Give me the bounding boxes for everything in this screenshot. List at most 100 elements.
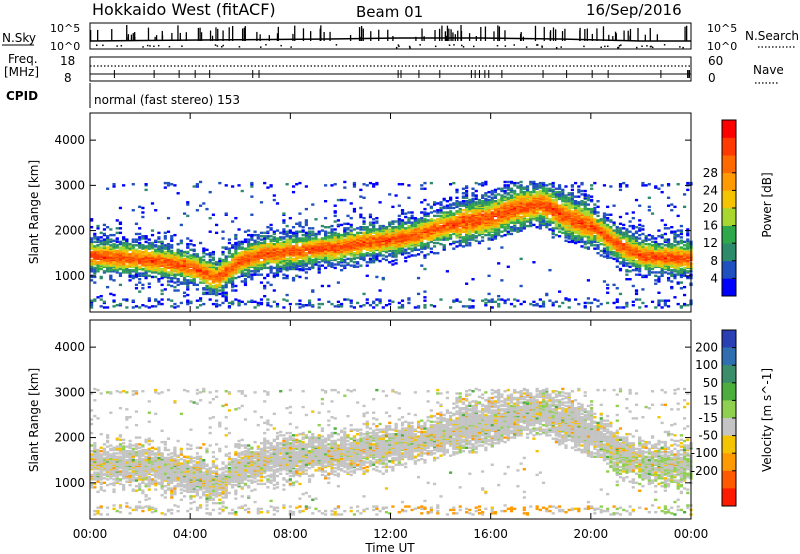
range-cell bbox=[186, 242, 190, 246]
range-cell bbox=[509, 232, 514, 236]
range-cell bbox=[497, 294, 501, 298]
range-cell bbox=[298, 306, 302, 309]
range-cell bbox=[545, 187, 549, 190]
range-cell bbox=[509, 180, 514, 184]
range-cell bbox=[359, 235, 363, 238]
range-cell bbox=[118, 221, 123, 224]
nsearch-dot bbox=[120, 45, 123, 47]
range-cell bbox=[522, 220, 526, 223]
range-cell bbox=[266, 259, 270, 263]
range-cell bbox=[574, 241, 578, 245]
range-cell bbox=[311, 263, 315, 266]
range-cell bbox=[426, 241, 430, 245]
range-cell bbox=[400, 221, 405, 224]
nsearch-dot bbox=[222, 44, 224, 47]
range-cell bbox=[314, 242, 318, 246]
range-cell bbox=[586, 210, 591, 213]
range-cell bbox=[307, 262, 312, 265]
range-cell bbox=[247, 268, 251, 272]
range-cell bbox=[490, 229, 494, 232]
range-cell bbox=[429, 211, 433, 214]
range-cell bbox=[586, 297, 591, 300]
range-cell bbox=[295, 222, 299, 226]
range-cell bbox=[368, 221, 373, 224]
range-cell bbox=[343, 227, 347, 230]
range-cell bbox=[356, 250, 360, 254]
range-cell bbox=[541, 305, 546, 308]
range-cell bbox=[586, 207, 591, 211]
range-cell bbox=[256, 304, 260, 307]
range-cell bbox=[497, 205, 501, 209]
range-cell bbox=[263, 257, 267, 261]
range-cell bbox=[195, 299, 199, 302]
range-cell bbox=[365, 261, 369, 264]
range-cell bbox=[90, 225, 94, 229]
range-cell bbox=[362, 222, 366, 226]
range-cell bbox=[529, 302, 533, 306]
range-cell bbox=[493, 202, 498, 205]
range-cell bbox=[134, 244, 139, 247]
range-cell bbox=[468, 241, 472, 245]
range-cell bbox=[465, 199, 469, 203]
range-cell bbox=[352, 210, 357, 213]
nsearch-dot bbox=[604, 45, 606, 48]
range-cell bbox=[445, 211, 449, 214]
range-cell bbox=[311, 237, 315, 240]
range-cell bbox=[243, 302, 248, 306]
range-cell bbox=[500, 279, 504, 282]
range-cell bbox=[166, 271, 171, 274]
range-cell bbox=[500, 235, 504, 238]
range-cell bbox=[458, 242, 462, 246]
range-cell bbox=[269, 241, 273, 245]
range-cell bbox=[471, 222, 475, 226]
range-cell bbox=[506, 265, 510, 268]
range-cell bbox=[580, 240, 584, 244]
range-cell bbox=[186, 288, 190, 291]
range-cell bbox=[215, 270, 219, 273]
range-cell bbox=[490, 192, 494, 195]
range-cell bbox=[538, 212, 542, 215]
range-cell bbox=[352, 207, 357, 211]
range-cell bbox=[240, 273, 244, 276]
range-cell bbox=[590, 187, 594, 190]
range-cell bbox=[96, 227, 100, 230]
range-cell bbox=[109, 244, 113, 247]
range-cell bbox=[163, 237, 167, 240]
range-cell bbox=[497, 298, 501, 301]
range-cell bbox=[570, 237, 574, 240]
nsearch-dot bbox=[434, 45, 437, 48]
range-cell bbox=[448, 236, 453, 239]
range-cell bbox=[202, 202, 206, 205]
range-cell bbox=[122, 298, 126, 301]
range-cell bbox=[224, 184, 228, 187]
range-cell bbox=[138, 241, 142, 245]
range-cell bbox=[391, 300, 395, 304]
range-cell bbox=[574, 298, 578, 301]
range-cell bbox=[311, 304, 315, 307]
range-cell bbox=[157, 245, 161, 248]
range-cell bbox=[349, 257, 353, 261]
range-cell bbox=[538, 184, 542, 187]
range-cell bbox=[535, 183, 539, 186]
range-cell bbox=[182, 212, 187, 215]
range-cell bbox=[506, 188, 510, 192]
range-cell bbox=[205, 284, 209, 288]
range-cell bbox=[327, 239, 331, 242]
range-cell bbox=[465, 192, 469, 195]
range-cell bbox=[423, 232, 427, 236]
range-cell bbox=[291, 264, 296, 267]
range-cell bbox=[285, 257, 289, 261]
range-cell bbox=[455, 190, 459, 194]
range-cell bbox=[304, 304, 308, 307]
range-cell bbox=[263, 248, 267, 252]
range-cell bbox=[423, 256, 427, 259]
range-cell bbox=[426, 212, 430, 215]
range-cell bbox=[574, 216, 578, 220]
range-cell bbox=[346, 214, 350, 218]
range-cell bbox=[307, 230, 312, 233]
range-cell bbox=[186, 302, 190, 306]
range-cell bbox=[234, 271, 238, 274]
range-cell bbox=[586, 241, 591, 245]
range-cell bbox=[304, 276, 308, 280]
range-cell bbox=[362, 304, 366, 307]
